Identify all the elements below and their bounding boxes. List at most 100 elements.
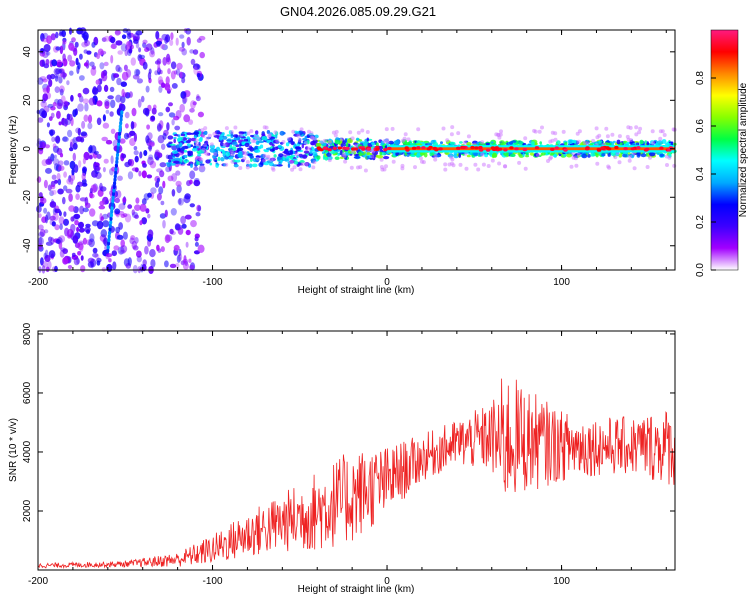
spectrogram-halo-mark bbox=[292, 165, 297, 170]
spectrogram-noise-mark bbox=[175, 262, 180, 269]
spectrogram-halo-mark bbox=[262, 153, 267, 158]
spectrogram-band-mark bbox=[304, 136, 308, 139]
spectrogram-noise-mark bbox=[82, 87, 90, 95]
spectrogram-noise-mark bbox=[78, 221, 84, 229]
spectrogram-noise-mark bbox=[89, 61, 95, 67]
spectrogram-noise-mark bbox=[190, 220, 197, 228]
spectrogram-band-mark bbox=[314, 153, 318, 157]
spectrogram-noise-mark bbox=[183, 255, 187, 264]
spectrogram-noise-mark bbox=[178, 46, 186, 52]
spectrogram-noise-mark bbox=[63, 118, 68, 127]
spectrogram-noise-mark bbox=[130, 235, 136, 241]
spectrogram-noise-mark bbox=[134, 155, 139, 163]
spectrogram-noise-mark bbox=[105, 254, 110, 260]
spectrogram-noise-mark bbox=[100, 216, 104, 221]
spectrogram-noise-mark bbox=[57, 165, 65, 171]
spectrogram-noise-mark bbox=[159, 170, 165, 178]
spectrogram-band-mark bbox=[294, 146, 301, 150]
spectrogram-band-mark bbox=[499, 142, 507, 146]
y-tick-label: 2000 bbox=[22, 499, 33, 522]
spectrogram-noise-mark bbox=[39, 50, 46, 57]
spectrogram-band-mark bbox=[366, 137, 369, 142]
spectrogram-noise-mark bbox=[54, 224, 60, 231]
spectrogram-peak-mark bbox=[337, 146, 342, 150]
spectrogram-noise-mark bbox=[122, 231, 128, 240]
spectrogram-band-mark bbox=[221, 135, 228, 140]
spectrogram-noise-mark bbox=[149, 249, 156, 258]
spectrogram-band-mark bbox=[168, 159, 172, 163]
spectrogram-noise-mark bbox=[58, 121, 62, 126]
spectrogram-band-mark bbox=[271, 144, 275, 147]
figure-title: GN04.2026.085.09.29.G21 bbox=[280, 4, 436, 19]
spectrogram-halo-mark bbox=[356, 130, 361, 135]
spectrogram-noise-mark bbox=[139, 220, 143, 226]
spectrogram-band-mark bbox=[316, 155, 321, 160]
spectrogram-halo-mark bbox=[648, 155, 652, 160]
spectrogram-band-mark bbox=[190, 163, 193, 168]
spectrogram-noise-mark bbox=[75, 127, 81, 134]
spectrogram-noise-mark bbox=[194, 241, 199, 247]
spectrogram-halo-mark bbox=[503, 164, 507, 169]
spectrogram-peak-mark bbox=[351, 147, 356, 151]
spectrogram-y-label: Frequency (Hz) bbox=[8, 116, 19, 185]
spectrogram-halo-mark bbox=[287, 137, 291, 141]
spectrogram-band-mark bbox=[285, 142, 290, 147]
spectrogram-noise-mark bbox=[147, 192, 152, 198]
spectrogram-noise-mark bbox=[116, 234, 124, 240]
spectrogram-noise-mark bbox=[54, 179, 59, 184]
spectrogram-noise-mark bbox=[188, 258, 192, 263]
spectrogram-noise-mark bbox=[125, 69, 132, 78]
spectrogram-noise-mark bbox=[132, 74, 140, 80]
spectrogram-band-mark bbox=[261, 136, 268, 141]
spectrogram-halo-mark bbox=[658, 136, 663, 141]
spectrogram-noise-mark bbox=[96, 260, 101, 266]
spectrogram-halo-mark bbox=[246, 131, 251, 136]
spectrogram-halo-mark bbox=[212, 132, 217, 136]
spectrogram-noise-mark bbox=[71, 252, 76, 258]
spectrogram-band-mark bbox=[640, 153, 647, 158]
spectrogram-band-mark bbox=[249, 155, 254, 159]
snr-x-ticks: -200 -100 0 100 bbox=[28, 331, 667, 587]
spectrogram-halo-mark bbox=[350, 136, 355, 141]
spectrogram-peak-mark bbox=[563, 148, 568, 152]
spectrogram-noise-mark bbox=[98, 205, 106, 210]
spectrogram-peak-mark bbox=[478, 148, 484, 152]
spectrogram-band-mark bbox=[298, 130, 304, 136]
spectrogram-noise-mark bbox=[159, 162, 167, 168]
spectrogram-noise-mark bbox=[162, 219, 166, 229]
spectrogram-noise-mark bbox=[162, 56, 167, 66]
spectrogram-band-mark bbox=[280, 159, 283, 164]
spectrogram-noise-mark bbox=[96, 117, 102, 126]
snr-y-label: SNR (10 * v/v) bbox=[8, 418, 19, 482]
spectrogram-noise-mark bbox=[62, 136, 69, 143]
spectrogram-noise-mark bbox=[39, 197, 47, 204]
spectrogram-band-mark bbox=[392, 151, 396, 157]
spectrogram-halo-mark bbox=[418, 156, 423, 161]
spectrogram-noise-mark bbox=[72, 152, 77, 162]
spectrogram-band-mark bbox=[366, 143, 373, 148]
spectrogram-noise-mark bbox=[52, 145, 60, 153]
spectrogram-noise-mark bbox=[145, 85, 150, 93]
spectrogram-halo-mark bbox=[290, 167, 295, 172]
spectrogram-noise-mark bbox=[189, 108, 195, 113]
spectrogram-noise-mark bbox=[96, 53, 100, 60]
spectrogram-halo-mark bbox=[333, 133, 338, 138]
spectrogram-halo-mark bbox=[632, 166, 637, 171]
spectrogram-x-ticks: -200 -100 0 100 bbox=[28, 30, 667, 288]
spectrogram-noise-mark bbox=[81, 172, 86, 181]
spectrogram-halo-mark bbox=[464, 166, 469, 171]
spectrogram-band-mark bbox=[388, 140, 394, 145]
spectrogram-band-mark bbox=[301, 143, 304, 149]
spectrogram-band-mark bbox=[180, 162, 185, 165]
spectrogram-band-mark bbox=[357, 152, 364, 156]
spectrogram-halo-mark bbox=[651, 141, 655, 145]
spectrogram-noise-mark bbox=[62, 248, 68, 255]
spectrogram-band-mark bbox=[566, 153, 573, 158]
spectrogram-halo-mark bbox=[339, 137, 344, 142]
spectrogram-halo-mark bbox=[384, 127, 389, 132]
spectrogram-noise-mark bbox=[185, 229, 191, 236]
spectrogram-peak-mark bbox=[509, 146, 514, 150]
spectrogram-streak-mark bbox=[119, 117, 123, 122]
spectrogram-band-mark bbox=[458, 153, 462, 158]
spectrogram-noise-mark bbox=[80, 255, 84, 261]
